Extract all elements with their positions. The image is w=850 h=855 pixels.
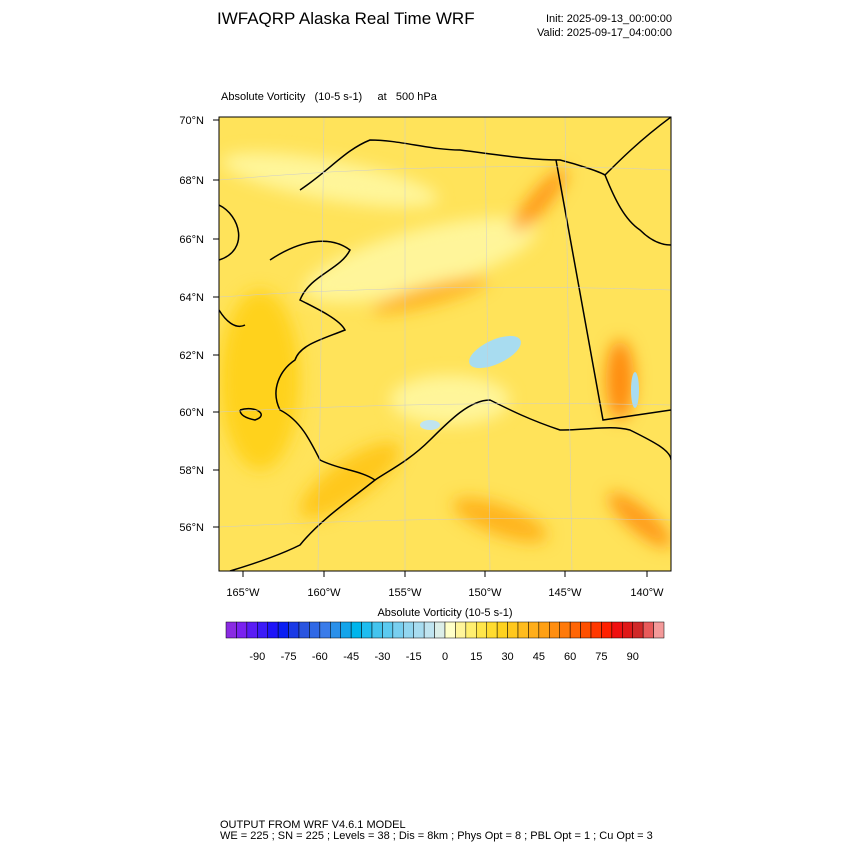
colorbar-tick-label: -30 xyxy=(374,651,390,663)
footer-line: OUTPUT FROM WRF V4.6.1 MODEL xyxy=(220,819,406,831)
colorbar-box xyxy=(622,621,633,639)
colorbar-box xyxy=(361,621,373,639)
colorbar-box xyxy=(569,621,581,639)
colorbar-box xyxy=(392,621,404,639)
lon-label: 145°W xyxy=(548,587,582,599)
lon-label: 155°W xyxy=(388,587,422,599)
colorbar-box xyxy=(465,621,477,639)
colorbar-box xyxy=(413,621,425,639)
colorbar-tick-label: -90 xyxy=(249,651,265,663)
colorbar-box xyxy=(309,621,321,639)
colorbar-box xyxy=(225,621,237,639)
lon-label: 160°W xyxy=(307,587,341,599)
colorbar-box xyxy=(496,621,508,639)
colorbar-box xyxy=(538,621,550,639)
lat-label: 62°N xyxy=(179,350,204,362)
colorbar-box xyxy=(632,621,644,639)
lat-label: 56°N xyxy=(179,522,204,534)
field-label: Absolute Vorticity (10-5 s-1) at 500 hPa xyxy=(221,91,438,103)
colorbar-box xyxy=(611,621,623,639)
colorbar-box xyxy=(319,621,331,639)
colorbar-box xyxy=(434,621,446,639)
colorbar-tick-label: -60 xyxy=(312,651,328,663)
colorbar-box xyxy=(590,621,602,639)
colorbar-box xyxy=(340,621,352,639)
lon-label: 150°W xyxy=(468,587,502,599)
colorbar-tick-label: 0 xyxy=(442,651,448,663)
title: IWFAQRP Alaska Real Time WRF xyxy=(217,9,475,28)
colorbar-box xyxy=(423,621,435,639)
colorbar-box xyxy=(382,621,394,639)
colorbar-box xyxy=(403,621,414,639)
colorbar-box xyxy=(298,621,310,639)
footer-line: WE = 225 ; SN = 225 ; Levels = 38 ; Dis … xyxy=(220,830,653,842)
colorbar-box xyxy=(476,621,487,639)
colorbar-box xyxy=(371,621,383,639)
lat-label: 60°N xyxy=(179,407,204,419)
colorbar-box xyxy=(444,621,456,639)
colorbar-box xyxy=(236,621,248,639)
colorbar-box xyxy=(653,621,665,639)
colorbar-box xyxy=(277,621,289,639)
colorbar-tick-label: 75 xyxy=(595,651,607,663)
lat-label: 66°N xyxy=(179,234,204,246)
colorbar-box xyxy=(455,621,467,639)
lat-label: 64°N xyxy=(179,292,204,304)
colorbar-box xyxy=(559,621,571,639)
colorbar-box xyxy=(257,621,268,639)
colorbar-box xyxy=(549,621,560,639)
colorbar-box xyxy=(288,621,300,639)
colorbar-box xyxy=(267,621,279,639)
colorbar-title: Absolute Vorticity (10-5 s-1) xyxy=(377,607,512,619)
lon-label: 165°W xyxy=(226,587,260,599)
colorbar-tick-label: -75 xyxy=(281,651,297,663)
valid: Valid: 2025-09-17_04:00:00 xyxy=(537,27,672,39)
colorbar-tick-label: 60 xyxy=(564,651,576,663)
map-frame xyxy=(218,116,672,572)
colorbar-box xyxy=(642,621,654,639)
colorbar-box xyxy=(601,621,613,639)
lat-label: 70°N xyxy=(179,115,204,127)
colorbar-tick-label: -15 xyxy=(406,651,422,663)
lon-label: 140°W xyxy=(630,587,664,599)
colorbar-box xyxy=(517,621,529,639)
init: Init: 2025-09-13_00:00:00 xyxy=(546,13,672,25)
colorbar-box xyxy=(507,621,519,639)
lat-label: 58°N xyxy=(179,465,204,477)
colorbar-box xyxy=(330,621,341,639)
colorbar-tick-label: -45 xyxy=(343,651,359,663)
colorbar-box xyxy=(246,621,258,639)
colorbar-box xyxy=(528,621,540,639)
colorbar-box xyxy=(580,621,592,639)
lat-label: 68°N xyxy=(179,175,204,187)
colorbar-tick-label: 15 xyxy=(470,651,482,663)
colorbar-box xyxy=(486,621,498,639)
map-field xyxy=(219,117,671,571)
colorbar-tick-label: 90 xyxy=(627,651,639,663)
colorbar-box xyxy=(350,621,362,639)
colorbar-tick-label: 30 xyxy=(501,651,513,663)
colorbar-tick-label: 45 xyxy=(533,651,545,663)
